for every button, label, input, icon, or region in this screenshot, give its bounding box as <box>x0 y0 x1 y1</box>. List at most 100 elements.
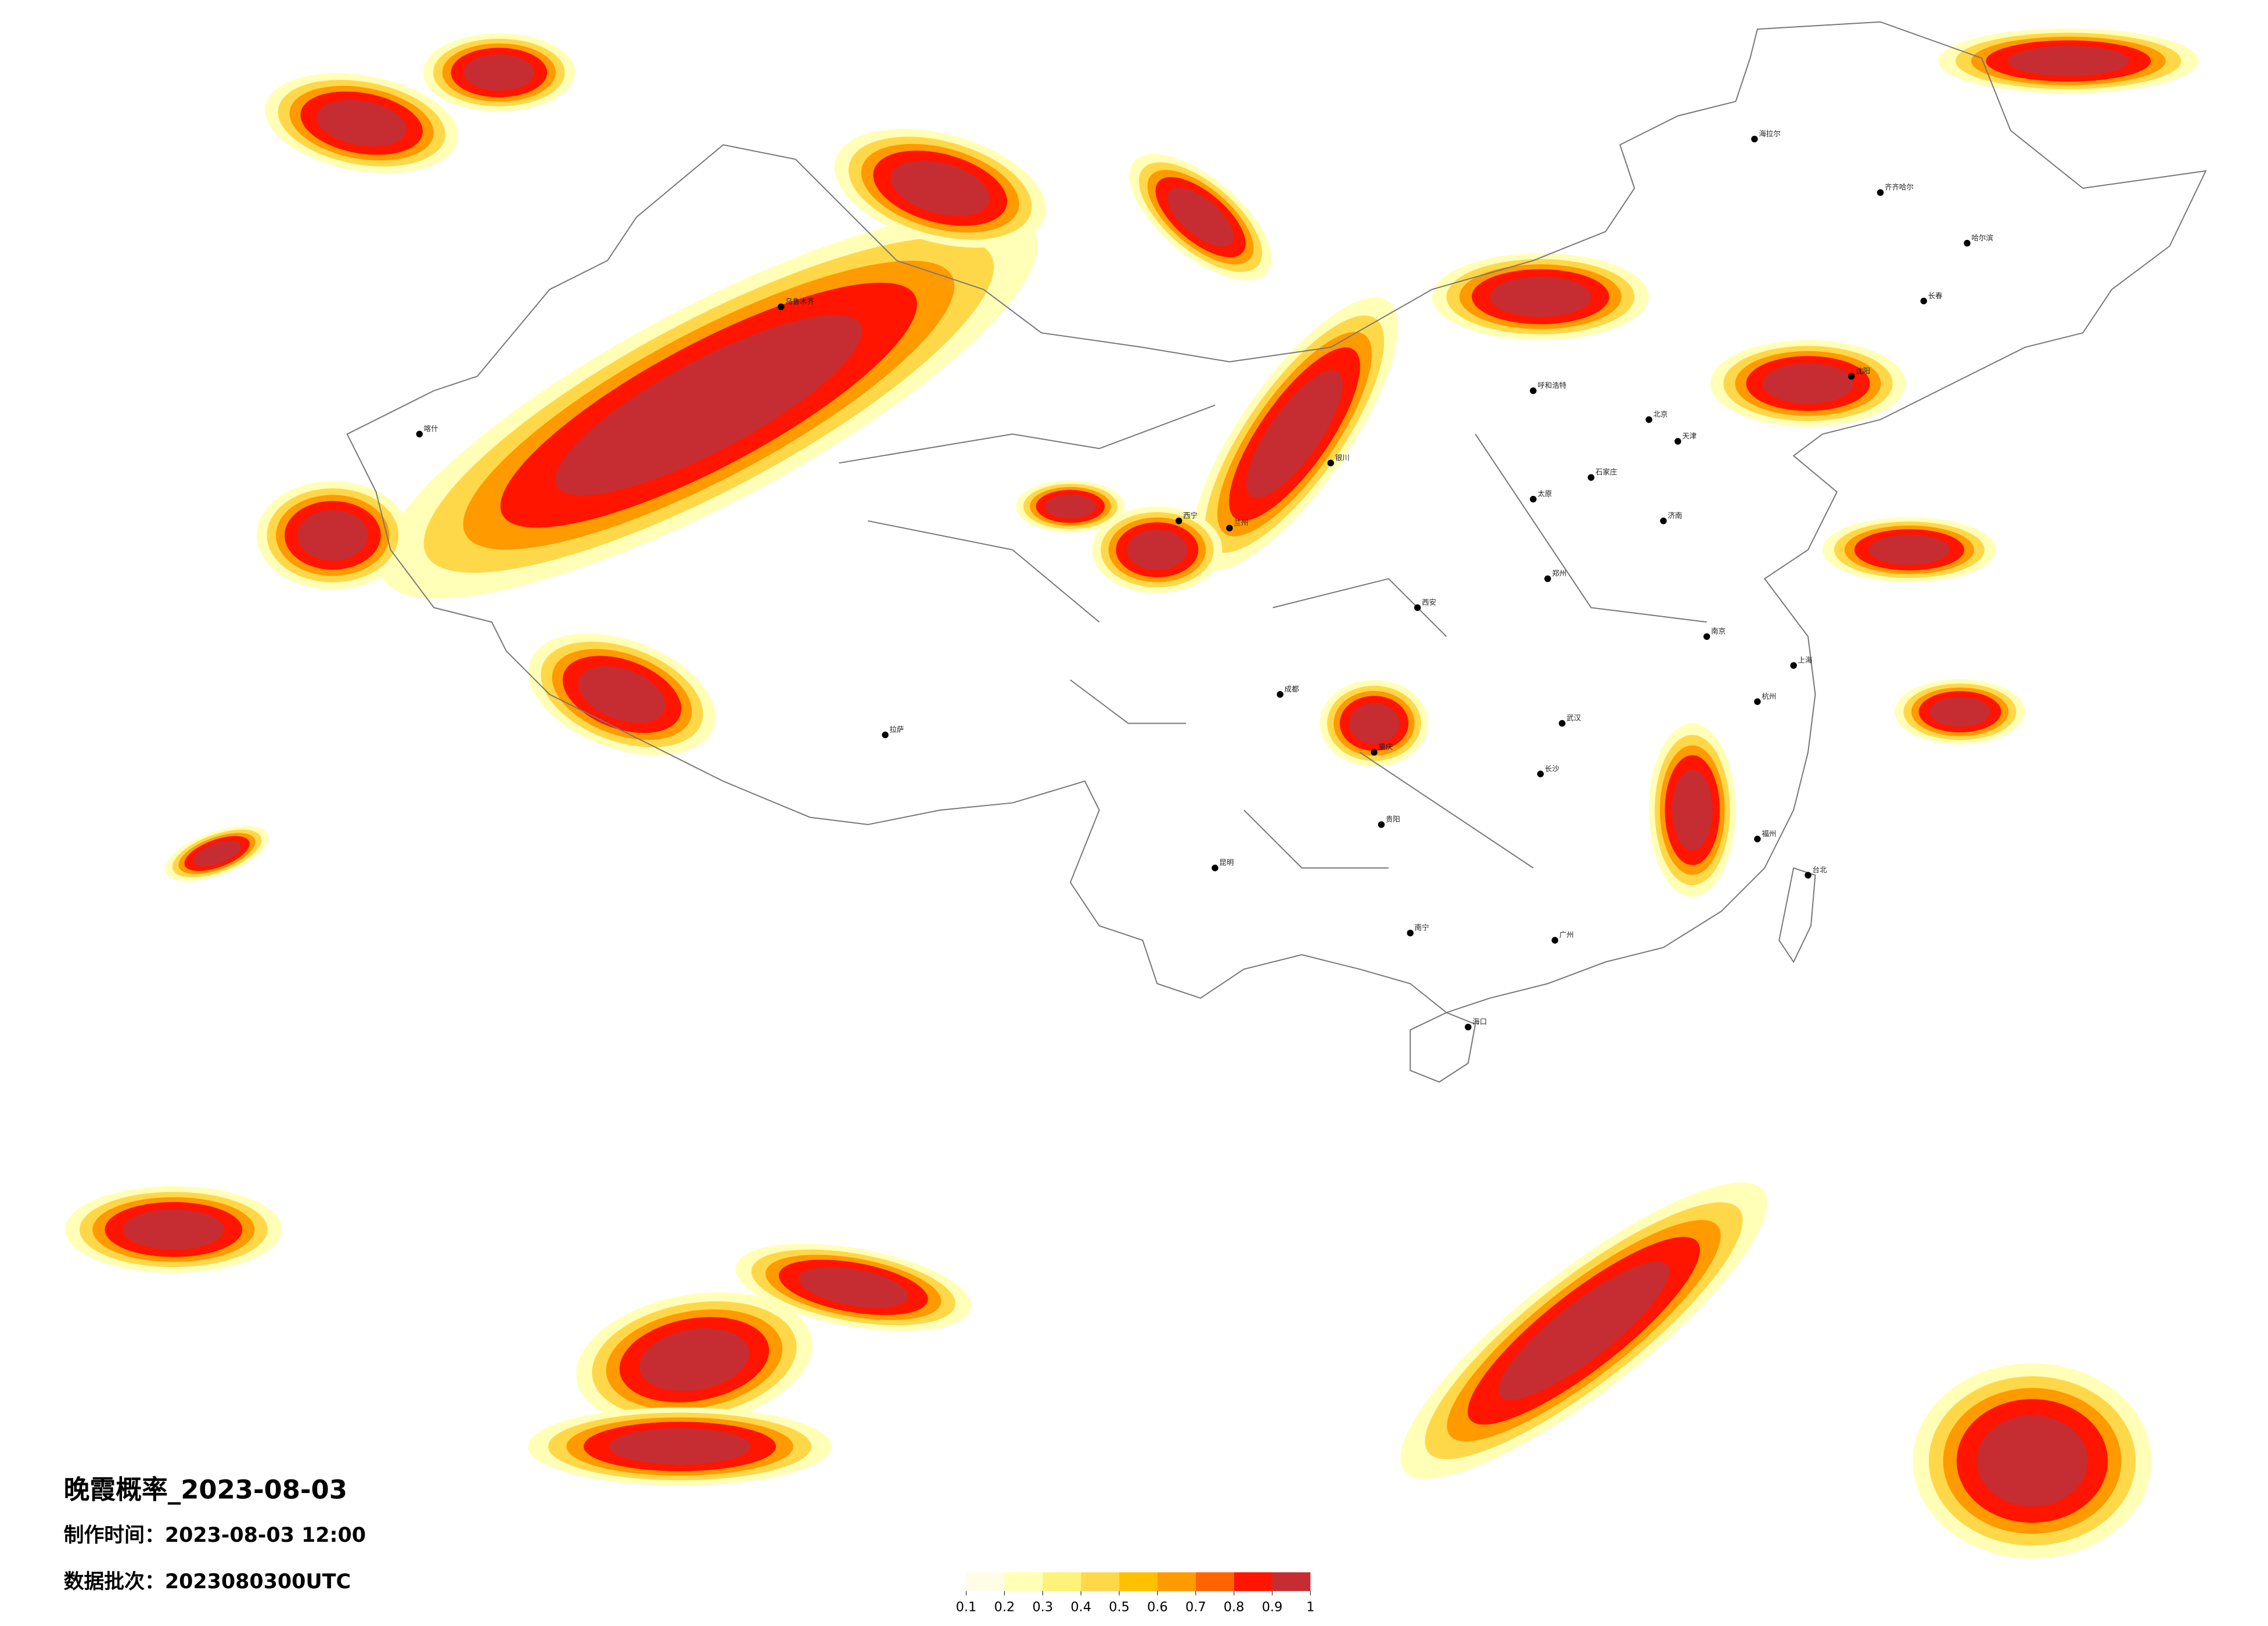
city-dot <box>1790 662 1797 669</box>
probability-patch <box>798 1267 908 1308</box>
city-label: 武汉 <box>1566 714 1581 722</box>
city-dot <box>1660 517 1667 524</box>
city-label: 海拉尔 <box>1759 129 1780 138</box>
probability-patch <box>1246 370 1343 498</box>
probability-patch <box>1349 703 1400 744</box>
city-label: 天津 <box>1682 431 1696 440</box>
probability-patch <box>890 160 990 216</box>
colorbar-segment <box>1195 1572 1234 1591</box>
city-label: 福州 <box>1762 829 1776 838</box>
city-dot <box>1877 189 1884 196</box>
city-dot <box>1920 297 1928 305</box>
colorbar-tick-label: 0.3 <box>1033 1600 1054 1615</box>
probability-patch <box>1672 769 1713 851</box>
city-dot <box>1674 438 1681 445</box>
city-dot <box>1407 929 1414 937</box>
title: 晚霞概率_2023-08-03 <box>64 1474 347 1505</box>
colorbar-segment <box>1004 1572 1043 1591</box>
city-label: 齐齐哈尔 <box>1885 183 1914 192</box>
probability-patch <box>1127 529 1188 570</box>
colorbar-tick-label: 1 <box>1306 1600 1314 1615</box>
city-label: 杭州 <box>1762 692 1776 700</box>
hainan-border <box>1410 1012 1476 1083</box>
city-dot <box>1277 691 1284 698</box>
city-dot <box>1645 416 1652 423</box>
city-label: 郑州 <box>1552 569 1566 578</box>
city-dot <box>1371 749 1378 756</box>
city-label: 上海 <box>1798 656 1813 664</box>
city-dot <box>1558 720 1566 727</box>
colorbar-segment <box>1157 1572 1196 1591</box>
city-label: 长沙 <box>1545 764 1559 773</box>
colorbar-segment <box>1043 1572 1081 1591</box>
city-dot <box>1378 821 1385 828</box>
city-dot <box>1703 633 1710 640</box>
city-label: 台北 <box>1813 865 1827 874</box>
colorbar-tick-label: 0.8 <box>1224 1600 1245 1615</box>
probability-patch <box>578 665 666 723</box>
city-label: 北京 <box>1654 410 1668 419</box>
probability-patch <box>1167 188 1234 247</box>
city-dot <box>1537 771 1544 778</box>
city-label: 西安 <box>1422 598 1436 606</box>
city-label: 银川 <box>1335 453 1350 462</box>
city-dot <box>1751 135 1758 143</box>
probability-patch <box>463 54 535 91</box>
colorbar-segment <box>1272 1572 1311 1591</box>
city-dot <box>1551 937 1558 944</box>
city-dot <box>1964 240 1971 247</box>
colorbar-tick-label: 0.1 <box>956 1600 977 1615</box>
city-label: 济南 <box>1667 511 1682 520</box>
city-dot <box>1544 575 1551 582</box>
city-dot <box>1414 604 1421 611</box>
city-label: 海口 <box>1472 1017 1487 1026</box>
city-dot <box>1754 698 1761 705</box>
city-dot <box>1754 836 1761 843</box>
probability-patch <box>555 315 862 496</box>
colorbar-tick-label: 0.2 <box>994 1600 1015 1615</box>
probability-patch <box>317 99 407 147</box>
probability-patch <box>2007 45 2129 77</box>
probability-patch <box>123 1209 225 1250</box>
country-outline <box>346 21 2207 1083</box>
colorbar-tick-label: 0.9 <box>1262 1600 1283 1615</box>
colorbar-tick-label: 0.7 <box>1185 1600 1206 1615</box>
probability-patch <box>639 1328 750 1391</box>
city-dot <box>1212 864 1219 872</box>
probability-patch <box>1498 1261 1670 1400</box>
city-label: 拉萨 <box>890 725 904 734</box>
city-label: 太原 <box>1537 490 1552 498</box>
colorbar-segment <box>1119 1572 1158 1591</box>
colorbar-segment <box>1234 1572 1273 1591</box>
city-dot <box>1848 373 1855 380</box>
colorbar-tick-label: 0.4 <box>1070 1600 1091 1615</box>
city-label: 石家庄 <box>1595 467 1617 476</box>
city-dot <box>1465 1023 1472 1031</box>
probability-patch <box>193 840 241 866</box>
probability-field <box>65 28 2199 1559</box>
city-dot <box>1226 524 1233 532</box>
city-label: 昆明 <box>1219 858 1234 867</box>
city-label: 沈阳 <box>1856 366 1870 375</box>
city-label: 南京 <box>1711 627 1726 635</box>
probability-patch <box>1868 534 1950 565</box>
mainland-border <box>346 21 2207 1013</box>
city-dot <box>778 303 785 311</box>
city-dot <box>1327 459 1334 467</box>
city-label: 兰州 <box>1234 518 1248 527</box>
city-label: 乌鲁木齐 <box>785 297 814 305</box>
city-label: 呼和浩特 <box>1537 381 1566 390</box>
city-label: 南宁 <box>1415 923 1429 932</box>
data-batch: 数据批次：2023080300UTC <box>64 1570 351 1593</box>
probability-patch <box>1762 363 1854 404</box>
city-dot <box>1530 387 1537 394</box>
city-label: 哈尔滨 <box>1971 233 1993 242</box>
probability-patch <box>1976 1415 2088 1507</box>
province-line <box>839 404 1707 869</box>
taiwan-border <box>1778 867 1816 963</box>
colorbar-segment <box>966 1572 1005 1591</box>
probability-patch <box>609 1428 751 1465</box>
city-label: 广州 <box>1559 930 1574 939</box>
